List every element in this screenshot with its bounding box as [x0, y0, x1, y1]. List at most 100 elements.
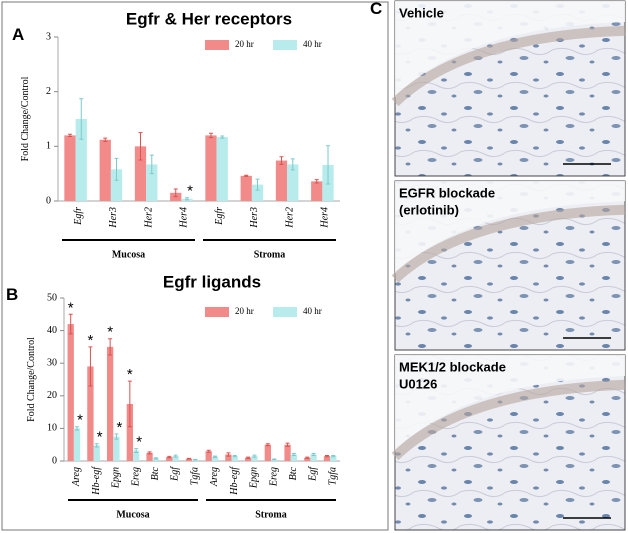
error-bar	[246, 456, 251, 459]
bar	[126, 403, 133, 461]
x-tick-label: Her4	[179, 207, 190, 229]
epithelium-edge	[391, 204, 626, 283]
bar	[67, 324, 74, 461]
y-tick-label: 0	[46, 195, 51, 206]
bar	[152, 458, 160, 461]
error-bar	[331, 454, 336, 458]
error-bar	[213, 455, 218, 458]
epithelium	[395, 355, 625, 452]
error-bar	[255, 178, 260, 191]
error-bar	[193, 458, 198, 461]
error-bar	[103, 137, 108, 142]
y-axis-label: Fold Change/Control	[20, 76, 31, 161]
legend-swatch	[205, 40, 229, 50]
bar	[110, 169, 123, 201]
error-bar	[220, 135, 225, 139]
y-tick-label: 50	[47, 292, 57, 303]
significance-mark: *	[136, 434, 142, 451]
error-bar	[153, 457, 158, 460]
error-bar	[285, 442, 290, 447]
x-tick-label: Tgfa	[327, 467, 338, 485]
bar	[133, 450, 140, 461]
error-bar	[305, 456, 310, 459]
error-bar	[324, 454, 329, 458]
x-tick-label: Areg	[71, 467, 82, 487]
error-bar	[167, 455, 172, 459]
x-tick-label: Ereg	[130, 467, 141, 487]
bar	[166, 457, 173, 461]
bar	[146, 164, 158, 201]
micrographs: Vehicle EGFR blockade (erlotinib) MEK1/2 bl…	[391, 0, 626, 531]
bar	[244, 457, 252, 461]
x-tick-label: Epgn	[111, 467, 122, 489]
panel-label: A	[12, 25, 24, 44]
error-bar	[114, 157, 119, 181]
y-tick-label: 2	[46, 86, 51, 97]
bar	[205, 451, 212, 461]
error-bar	[147, 451, 152, 455]
bar	[73, 428, 81, 461]
micrograph-caption: Vehicle	[399, 5, 444, 20]
significance-mark: *	[127, 366, 133, 383]
y-tick-label: 3	[46, 31, 51, 42]
x-tick-label: Areg	[209, 467, 220, 487]
error-bar	[185, 197, 190, 201]
significance-mark: *	[187, 183, 193, 200]
bar	[251, 456, 258, 461]
bar	[264, 444, 271, 461]
error-bar	[290, 158, 295, 171]
group-label: Mucosa	[112, 249, 145, 260]
error-bar	[291, 453, 296, 456]
panel-label: C	[370, 0, 382, 18]
bar	[290, 454, 298, 461]
group-label: Stroma	[255, 509, 286, 520]
significance-mark: *	[107, 324, 113, 341]
bar	[205, 135, 217, 201]
error-bar	[79, 98, 84, 140]
bar	[251, 184, 264, 201]
micrograph-caption: (erlotinib)	[399, 202, 459, 217]
error-bar	[326, 145, 331, 185]
bar	[284, 444, 291, 461]
panel-label: B	[6, 285, 18, 304]
x-tick-label: Egfr	[214, 207, 225, 226]
epithelium-edge	[391, 379, 626, 461]
x-tick-label: Hb-egf	[229, 466, 240, 496]
bar	[287, 164, 299, 201]
bar	[172, 456, 179, 461]
panel-frame	[1, 1, 389, 531]
legend-label: 20 hr	[235, 39, 254, 49]
error-bar	[206, 449, 211, 453]
epithelium-edge	[391, 25, 626, 107]
x-tick-label: Her3	[249, 207, 260, 229]
y-tick-label: 20	[47, 390, 57, 401]
micrograph-caption: EGFR blockade	[399, 185, 495, 200]
significance-mark: *	[68, 299, 74, 316]
error-bar	[252, 454, 257, 458]
error-bar	[68, 313, 73, 335]
significance-mark: *	[77, 412, 83, 429]
error-bar	[272, 458, 277, 461]
error-bar	[173, 454, 178, 458]
x-tick-label: Ereg	[268, 467, 279, 487]
bar	[240, 175, 252, 201]
legend-label: 40 hr	[303, 39, 322, 49]
error-bar	[138, 132, 143, 161]
error-bar	[226, 452, 231, 457]
y-axis-label: Fold Change/Control	[26, 337, 37, 422]
x-tick-label: Epgn	[249, 467, 260, 489]
error-bar	[186, 457, 191, 460]
error-bar	[173, 188, 178, 198]
bar	[304, 457, 311, 461]
y-tick-label: 0	[52, 455, 57, 466]
bar	[64, 135, 76, 201]
error-bar	[314, 179, 319, 184]
x-tick-label: Her4	[320, 207, 331, 229]
error-bar	[75, 426, 80, 431]
significance-mark: *	[97, 429, 103, 446]
bar	[185, 458, 193, 461]
bar	[134, 146, 147, 201]
y-tick-label: 40	[47, 325, 57, 336]
group-label: Mucosa	[116, 509, 149, 520]
